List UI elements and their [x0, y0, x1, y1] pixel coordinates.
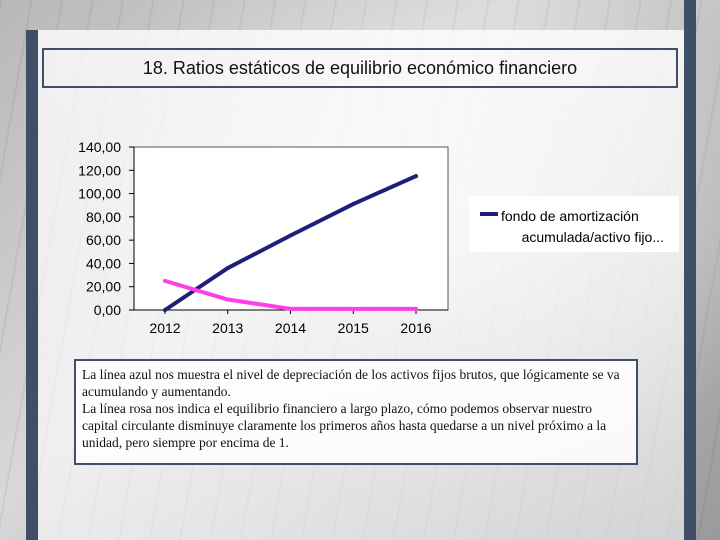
right-accent-bar [684, 0, 696, 540]
plot-area [133, 146, 449, 311]
y-tick-label: 40,00 [86, 255, 121, 271]
data-point [288, 233, 293, 238]
legend-box [469, 196, 679, 252]
data-point [414, 174, 418, 179]
data-point [163, 278, 167, 283]
data-point [288, 306, 293, 311]
y-tick-label: 0,00 [94, 302, 121, 318]
x-tick-label: 2014 [275, 320, 306, 336]
left-accent-bar [26, 30, 38, 540]
y-tick-label: 140,00 [78, 139, 121, 155]
x-tick-label: 2015 [338, 320, 369, 336]
y-tick-label: 100,00 [78, 186, 121, 202]
explanation-note: La línea azul nos muestra el nivel de de… [74, 359, 638, 465]
y-tick-label: 80,00 [86, 209, 121, 225]
x-tick-label: 2013 [212, 320, 243, 336]
data-point [225, 297, 230, 302]
data-point [351, 202, 356, 207]
y-tick-label: 60,00 [86, 232, 121, 248]
data-point [351, 306, 356, 311]
data-point [414, 306, 418, 311]
note-paragraph-blue-line: La línea azul nos muestra el nivel de de… [82, 367, 620, 399]
x-tick-label: 2016 [400, 320, 431, 336]
y-tick-label: 120,00 [78, 162, 121, 178]
slide-title: 18. Ratios estáticos de equilibrio econó… [42, 48, 678, 88]
legend-label: fondo de amortización [501, 208, 639, 224]
note-paragraph-pink-line: La línea rosa nos indica el equilibrio f… [82, 401, 607, 450]
legend-label: acumulada/activo fijo... [522, 229, 664, 245]
x-tick-label: 2012 [149, 320, 180, 336]
data-point [163, 308, 167, 312]
y-tick-label: 20,00 [86, 279, 121, 295]
data-point [225, 266, 230, 271]
